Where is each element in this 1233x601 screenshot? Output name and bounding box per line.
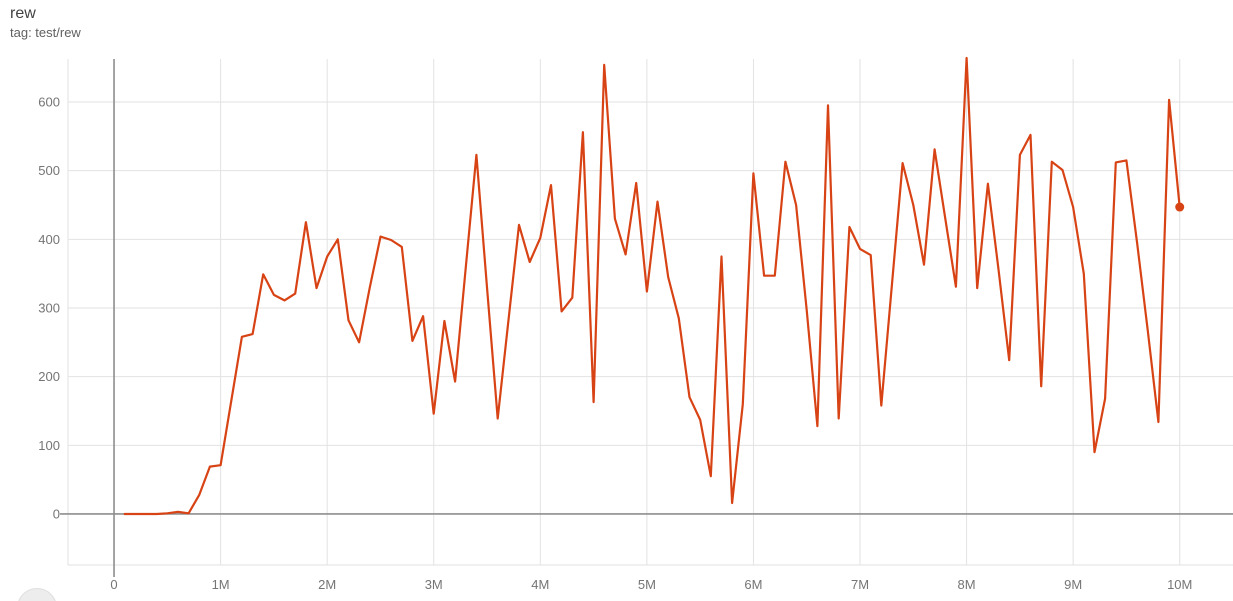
y-tick-label: 600 <box>38 94 60 109</box>
x-tick-label: 6M <box>744 577 762 592</box>
chart-tag-subtitle: tag: test/rew <box>10 25 81 40</box>
x-tick-label: 7M <box>851 577 869 592</box>
x-tick-label: 0 <box>110 577 117 592</box>
x-tick-label: 9M <box>1064 577 1082 592</box>
x-tick-label: 10M <box>1167 577 1192 592</box>
y-tick-label: 0 <box>53 506 60 521</box>
x-tick-label: 8M <box>958 577 976 592</box>
partial-circle-button[interactable] <box>18 588 57 601</box>
y-tick-label: 300 <box>38 300 60 315</box>
x-tick-label: 1M <box>212 577 230 592</box>
y-tick-label: 100 <box>38 438 60 453</box>
y-tick-label: 500 <box>38 163 60 178</box>
endpoint-marker-dot <box>1175 202 1185 212</box>
x-tick-label: 2M <box>318 577 336 592</box>
y-tick-label: 200 <box>38 369 60 384</box>
scalar-series-line <box>123 56 1181 516</box>
y-tick-label: 400 <box>38 232 60 247</box>
x-tick-label: 5M <box>638 577 656 592</box>
x-tick-label: 3M <box>425 577 443 592</box>
x-tick-label: 4M <box>531 577 549 592</box>
chart-title: rew <box>10 5 36 22</box>
